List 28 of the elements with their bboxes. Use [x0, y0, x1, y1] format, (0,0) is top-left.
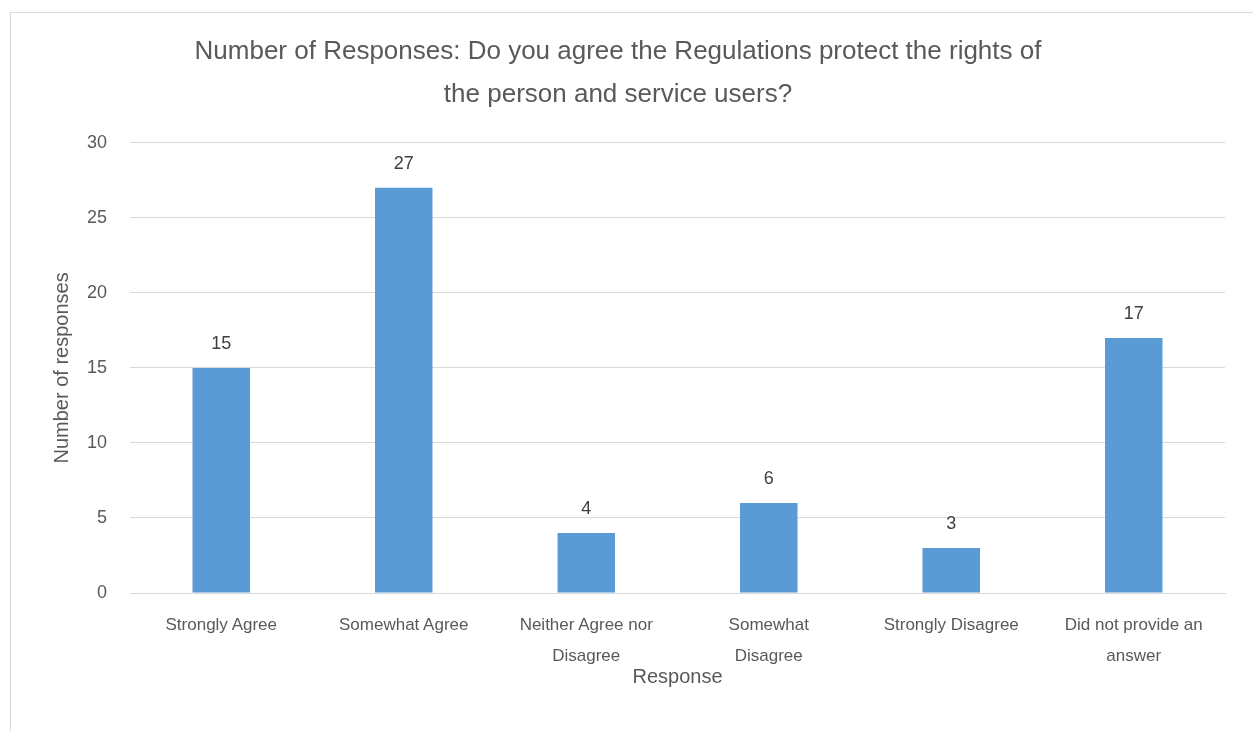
- y-tick-label: 25: [86, 206, 107, 227]
- data-label: 3: [946, 512, 957, 533]
- bar: [740, 502, 798, 593]
- bar: [1105, 337, 1163, 593]
- x-axis-title: Response: [632, 664, 723, 687]
- x-tick-label: Neither Agree nor Disagree: [519, 614, 654, 665]
- data-label: 6: [763, 467, 774, 488]
- data-label: 17: [1123, 302, 1144, 323]
- y-tick-label: 20: [86, 281, 107, 302]
- bar: [557, 532, 615, 593]
- data-label: 27: [393, 152, 414, 173]
- x-tick-label: Somewhat Disagree: [728, 614, 810, 665]
- x-tick-label: Strongly Disagree: [883, 614, 1019, 634]
- bar: [192, 367, 250, 593]
- y-tick-label: 0: [96, 581, 107, 602]
- data-label: 4: [581, 497, 592, 518]
- data-label: 15: [211, 332, 232, 353]
- y-tick-label: 5: [96, 506, 107, 527]
- chart-title: Number of Responses: Do you agree the Regulations protect the rights of the person and service users?: [194, 34, 1043, 108]
- bar: [922, 547, 980, 593]
- bar: [375, 187, 433, 593]
- y-axis-title: Number of responses: [49, 272, 72, 464]
- x-tick-label: Strongly Agree: [165, 614, 278, 634]
- y-tick-label: 30: [86, 131, 107, 152]
- x-tick-label: Somewhat Agree: [339, 614, 469, 634]
- y-tick-label: 15: [86, 356, 107, 377]
- y-tick-label: 10: [86, 431, 107, 452]
- x-tick-label: Did not provide an answer: [1064, 614, 1203, 665]
